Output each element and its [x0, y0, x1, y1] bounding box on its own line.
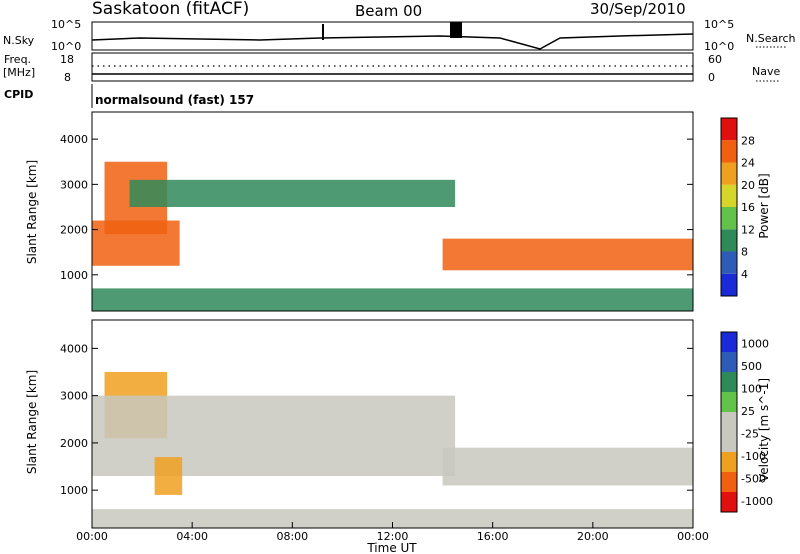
- power-panel-frame: [91, 111, 694, 312]
- beam-title: Beam 00: [355, 2, 422, 20]
- nsky-tick-bottom: 10^0: [51, 40, 81, 53]
- nsky-spike-1: [322, 24, 324, 40]
- colorbar-frame: [720, 117, 738, 297]
- heatmap-region: [442, 238, 693, 271]
- colorbar-tick-label: 24: [741, 157, 755, 170]
- nave-tick-top: 60: [708, 53, 722, 66]
- heatmap-region: [92, 220, 180, 266]
- velocity-colorbar-label: Velocity [m s^-1]: [757, 378, 771, 482]
- nsky-tick-top: 10^5: [51, 18, 81, 31]
- freq-unit-label: [MHz]: [3, 66, 35, 79]
- nsky-trace: [91, 33, 694, 50]
- power-ylabel: Slant Range [km]: [25, 160, 39, 264]
- colorbar-tick-label: 100: [741, 382, 762, 395]
- colorbar-segment: [721, 492, 737, 512]
- station-title: Saskatoon (fitACF): [92, 0, 249, 19]
- colorbar-tick-label: -25: [741, 427, 759, 440]
- power-colorbar: 4 8 12 16 20 24 28: [720, 117, 755, 297]
- colorbar-tick-label: 500: [741, 360, 762, 373]
- colorbar-tick-label: -100: [741, 450, 766, 463]
- y-tick-label: 4000: [60, 342, 88, 355]
- nsearch-label: N.Search: [746, 32, 796, 45]
- x-axis-ticks: 00:00 04:00 08:00 12:00 16:00 20:00 00:00: [76, 522, 709, 543]
- heatmap-region: [92, 395, 456, 476]
- colorbar-tick-label: 16: [741, 201, 755, 214]
- x-tick-label: 20:00: [577, 530, 609, 543]
- colorbar-tick-label: 8: [741, 246, 748, 259]
- heatmap-region: [92, 509, 693, 528]
- y-tick-label: 2000: [60, 224, 88, 237]
- power-yticks: 1000 2000 3000 4000: [60, 133, 693, 282]
- power-panel: 1000 2000 3000 4000 Slant Range [km] 4 8 12 16…: [25, 111, 771, 312]
- y-tick-label: 1000: [60, 484, 88, 497]
- x-tick-label: 04:00: [176, 530, 208, 543]
- velocity-yticks: 1000 2000 3000 4000: [60, 342, 693, 497]
- colorbar-segment: [721, 332, 737, 352]
- colorbar-segment: [721, 118, 737, 141]
- freq-label: Freq.: [4, 53, 31, 66]
- colorbar-segment: [721, 352, 737, 372]
- heatmap-region: [442, 447, 693, 486]
- velocity-heatmap: [92, 372, 693, 528]
- nave-label: Nave: [752, 65, 780, 78]
- date-title: 30/Sep/2010: [590, 0, 686, 18]
- velocity-ylabel: Slant Range [km]: [25, 370, 39, 474]
- colorbar-segment: [721, 432, 737, 452]
- heatmap-region: [129, 179, 456, 207]
- y-tick-label: 3000: [60, 390, 88, 403]
- colorbar-tick-label: -500: [741, 472, 766, 485]
- x-axis-title: Time UT: [366, 541, 417, 554]
- nsearch-tick-top: 10^5: [704, 18, 734, 31]
- colorbar-tick-label: 1000: [741, 337, 769, 350]
- x-tick-label: 08:00: [276, 530, 308, 543]
- colorbar-segment: [721, 392, 737, 412]
- y-tick-label: 4000: [60, 133, 88, 146]
- power-colorbar-label: Power [dB]: [757, 173, 771, 238]
- nsky-label: N.Sky: [3, 34, 35, 47]
- colorbar-frame: [720, 331, 738, 513]
- colorbar-tick-label: 12: [741, 223, 755, 236]
- cpid-label: CPID: [4, 88, 33, 101]
- y-tick-label: 1000: [60, 269, 88, 282]
- colorbar-tick-label: 25: [741, 405, 755, 418]
- x-tick-label: 12:00: [377, 530, 409, 543]
- x-tick-label: 00:00: [677, 530, 709, 543]
- y-tick-label: 2000: [60, 437, 88, 450]
- colorbar-segment: [721, 184, 737, 207]
- nsky-panel-frame: [91, 21, 694, 51]
- nave-tick-bottom: 0: [708, 71, 715, 84]
- velocity-colorbar: 1000 500 100 25 -25 -100 -500 -1000: [720, 331, 773, 513]
- freq-panel-frame: [91, 52, 694, 82]
- y-tick-label: 3000: [60, 178, 88, 191]
- colorbar-segment: [721, 251, 737, 274]
- colorbar-segment: [721, 372, 737, 392]
- colorbar-segment: [721, 140, 737, 163]
- colorbar-segment: [721, 452, 737, 472]
- nsky-spike-2: [450, 22, 462, 38]
- colorbar-tick-label: 20: [741, 179, 755, 192]
- colorbar-segment: [721, 472, 737, 492]
- x-tick-label: 16:00: [477, 530, 509, 543]
- colorbar-tick-label: 4: [741, 268, 748, 281]
- colorbar-segment: [721, 207, 737, 230]
- colorbar-segment: [721, 229, 737, 252]
- colorbar-segment: [721, 162, 737, 185]
- colorbar-tick-label: -1000: [741, 495, 773, 508]
- colorbar-tick-label: 28: [741, 134, 755, 147]
- nsearch-tick-bottom: 10^0: [704, 40, 734, 53]
- cpid-value: normalsound (fast) 157: [95, 93, 254, 107]
- heatmap-region: [154, 457, 183, 495]
- colorbar-segment: [721, 273, 737, 296]
- freq-tick-bottom: 8: [64, 71, 71, 84]
- power-heatmap: [92, 161, 693, 311]
- velocity-panel: 1000 2000 3000 4000 Slant Range [km] 1000 50…: [25, 319, 773, 529]
- freq-tick-top: 18: [60, 53, 74, 66]
- heatmap-region: [92, 288, 693, 311]
- x-tick-label: 00:00: [76, 530, 108, 543]
- colorbar-segment: [721, 412, 737, 432]
